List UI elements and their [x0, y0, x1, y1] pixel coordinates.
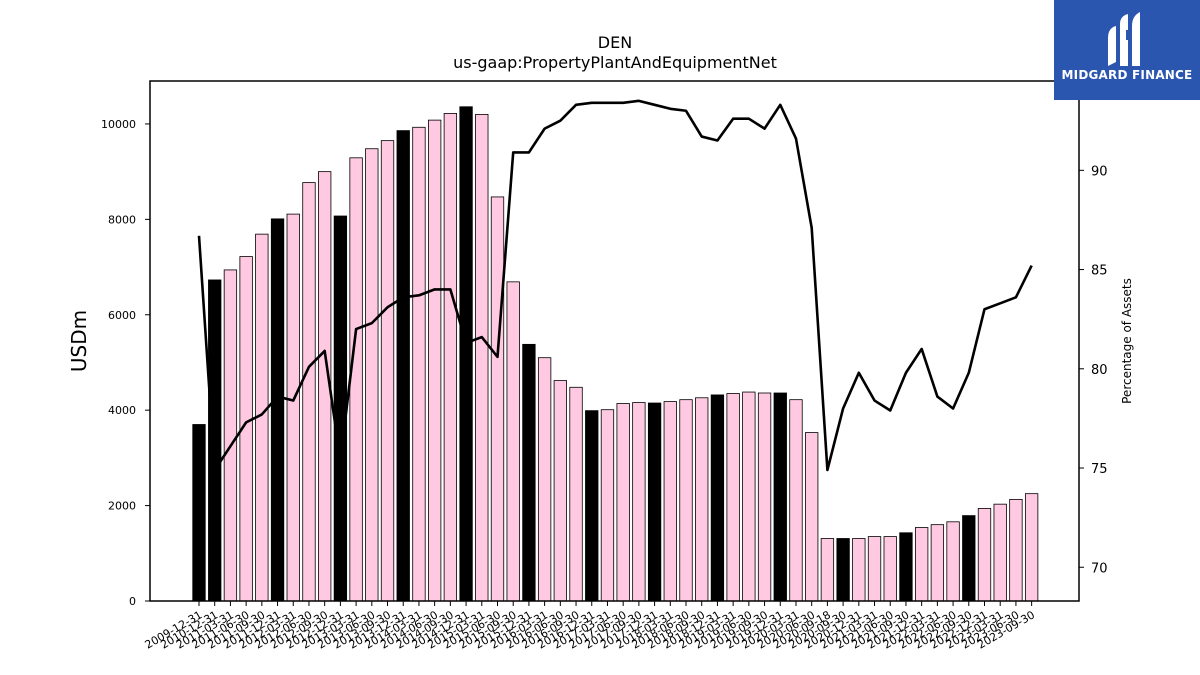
- bar-2015-12-31: [522, 343, 536, 602]
- brand-logo: MIDGARD FINANCE: [1054, 0, 1200, 100]
- y2-tick-label: 85: [1091, 264, 1108, 279]
- bar-2022-09-30: [962, 515, 976, 602]
- bar-2016-09-30: [569, 386, 583, 602]
- bar-2017-09-30: [632, 402, 646, 602]
- bar-2018-09-30: [695, 397, 709, 602]
- bar-2013-03-31: [349, 157, 363, 602]
- bar-2022-12-31: [977, 508, 992, 602]
- line-group: [197, 99, 1033, 472]
- plot-frame: [149, 80, 1080, 602]
- bar-group: [192, 106, 1039, 602]
- y-tick-label: 2000: [108, 500, 136, 513]
- y-tick-label: 10000: [101, 118, 136, 131]
- x-axis-ticks: 2009-12-312010-12-312011-03-312011-06-30…: [143, 601, 1037, 652]
- bar-2013-09-30: [380, 140, 395, 602]
- bar-2021-09-30: [899, 532, 913, 602]
- bar-2021-06-30: [883, 536, 897, 602]
- right-axis-ticks: 70 75 80 85 90: [1079, 164, 1108, 576]
- bar-2015-03-31: [475, 113, 489, 602]
- bar-2016-06-30: [553, 380, 567, 602]
- brand-name: MIDGARD FINANCE: [1061, 68, 1193, 82]
- bar-2023-09-30: [1024, 493, 1039, 602]
- bar-2020-06-30: [805, 432, 819, 602]
- bar-2022-06-30: [946, 521, 960, 602]
- y-tick-label: 4000: [108, 404, 136, 417]
- y2-tick-label: 80: [1091, 363, 1108, 378]
- bar-2012-03-31: [286, 213, 300, 602]
- y2-tick-label: 70: [1091, 561, 1108, 576]
- y-tick-label: 8000: [108, 213, 136, 226]
- bar-2018-03-31: [663, 401, 677, 602]
- chart-subtitle: us-gaap:PropertyPlantAndEquipmentNet: [453, 53, 777, 72]
- bar-2017-06-30: [616, 403, 630, 602]
- bar-2011-03-31: [223, 269, 238, 602]
- logo-mark-icon: [1108, 12, 1140, 66]
- bar-2020-12-31: [852, 538, 866, 602]
- bar-2014-12-31: [459, 106, 473, 602]
- bar-2013-12-31: [396, 130, 410, 602]
- bar-2017-03-31: [600, 409, 615, 602]
- bar-2020-03-31: [789, 399, 803, 602]
- left-axis-ticks: 0 2000 4000 6000 8000 10000: [101, 118, 150, 608]
- bar-2013-06-30: [365, 148, 379, 602]
- bar-2015-06-30: [490, 196, 505, 602]
- y2-axis-label: Percentage of Assets: [1120, 278, 1134, 404]
- bar-2023-06-30: [1009, 498, 1023, 602]
- bar-2022-03-31: [930, 524, 945, 602]
- bar-2012-06-30: [302, 182, 316, 602]
- bar-2017-12-31: [647, 402, 662, 602]
- bar-2021-12-31: [915, 527, 929, 602]
- y-tick-label: 6000: [108, 309, 136, 322]
- percentage-line: [197, 99, 1033, 472]
- bar-2009-12-31: [192, 424, 206, 602]
- bar-2016-12-31: [585, 410, 599, 602]
- bar-2020-09-18: [820, 538, 835, 602]
- bar-2023-03-31: [993, 503, 1007, 602]
- bar-2021-03-31: [867, 536, 882, 602]
- bar-2020-09-30: [836, 538, 850, 602]
- bar-2014-03-31: [412, 126, 426, 602]
- bar-2014-06-30: [427, 119, 442, 602]
- bar-2015-09-30: [506, 281, 520, 602]
- bar-2019-03-31: [726, 393, 740, 602]
- chart-title: DEN: [598, 33, 632, 52]
- bar-2011-12-31: [270, 218, 285, 602]
- bar-2019-09-30: [757, 392, 772, 602]
- bar-2016-03-31: [537, 357, 552, 602]
- bar-2010-12-31: [208, 279, 222, 602]
- y-axis-label: USDm: [67, 310, 91, 372]
- bar-2012-12-31: [333, 215, 348, 602]
- y2-tick-label: 75: [1091, 462, 1108, 477]
- bar-2019-06-30: [742, 391, 756, 602]
- bar-2018-06-30: [679, 399, 693, 602]
- y2-tick-label: 90: [1091, 164, 1108, 179]
- y-tick-label: 0: [129, 595, 136, 608]
- bar-2019-12-31: [773, 392, 787, 602]
- bar-2018-12-31: [710, 394, 725, 602]
- bar-2014-09-30: [443, 113, 458, 602]
